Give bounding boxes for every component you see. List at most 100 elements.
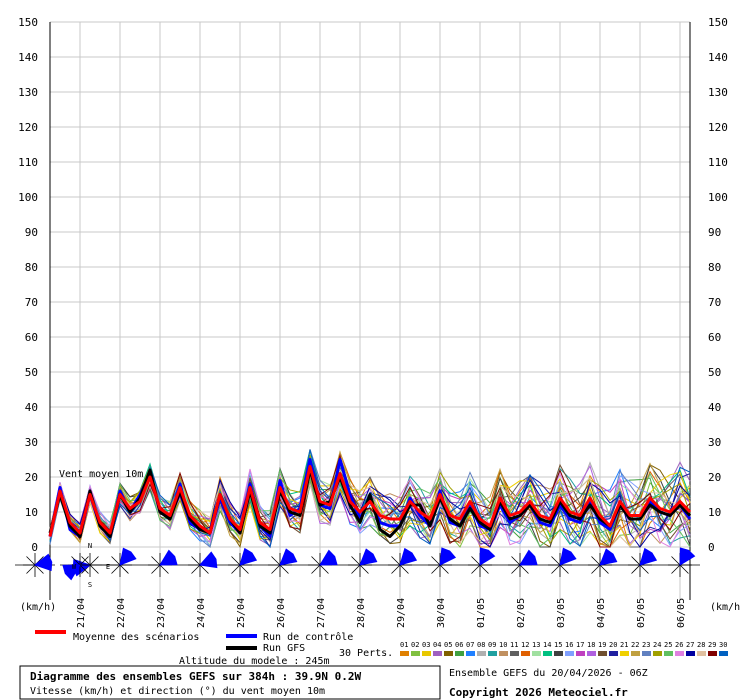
wind-rose: [580, 548, 620, 577]
wind-direction-sector: [359, 548, 378, 566]
y-tick-label-left: 0: [31, 541, 38, 554]
wind-direction-sector: [239, 547, 258, 566]
pert-legend-number: 12: [521, 641, 529, 649]
y-tick-label-left: 40: [25, 401, 38, 414]
wind-rose-spoke: [391, 564, 401, 574]
legend-control-label: Run de contrôle: [263, 631, 353, 643]
x-tick-label: 30/04: [436, 598, 447, 628]
pert-legend-swatch: [653, 651, 662, 656]
y-tick-label-left: 10: [25, 506, 38, 519]
legend-gfs-label: Run GFS: [263, 643, 305, 654]
wind-rose-spoke: [271, 564, 281, 574]
x-tick-label: 28/04: [356, 598, 367, 628]
x-tick-label: 02/05: [516, 598, 527, 628]
wind-rose: [260, 548, 300, 577]
y-tick-label-left: 110: [18, 156, 38, 169]
pert-legend-number: 28: [697, 641, 705, 649]
x-tick-label: 05/05: [636, 598, 647, 628]
footer-title: Diagramme des ensembles GEFS sur 384h : …: [30, 670, 362, 683]
wind-direction-sector: [62, 564, 81, 581]
pert-legend-number: 20: [609, 641, 617, 649]
y-tick-label-left: 50: [25, 366, 38, 379]
series-line-0: [48, 465, 692, 537]
y-tick-label-left: 90: [25, 226, 38, 239]
pert-legend-swatch: [565, 651, 574, 656]
x-tick-label: 03/05: [556, 598, 567, 628]
wind-rose-spoke: [471, 556, 481, 566]
wind-rose-spoke: [159, 564, 169, 574]
wind-rose-spoke: [519, 564, 529, 574]
wind-rose-spoke: [111, 556, 121, 566]
pert-legend-swatch: [422, 651, 431, 656]
footer-box: [19, 665, 441, 700]
perturbation-legend: 01 02 03 04 05 06 07 08 09 10 11 12 13 14 15 16 17 18 19 20…: [400, 641, 728, 656]
y-tick-label-right: 40: [708, 401, 721, 414]
pert-legend-swatch: [609, 651, 618, 656]
wind-rose-spoke: [119, 564, 129, 574]
y-tick-label-right: 20: [708, 471, 721, 484]
wind-rose-spoke: [191, 556, 201, 566]
pert-legend-swatch: [554, 651, 563, 656]
wind-rose-spoke: [231, 556, 241, 566]
y-tick-label-right: 60: [708, 331, 721, 344]
y-tick-label-right: 110: [708, 156, 728, 169]
y-tick-label-right: 150: [708, 16, 728, 29]
pert-legend-number: 08: [477, 641, 485, 649]
pert-legend-swatch: [499, 651, 508, 656]
pert-legend-number: 16: [565, 641, 573, 649]
wind-direction-sector: [519, 549, 538, 566]
pert-legend-swatch: [686, 651, 695, 656]
wind-rose-spoke: [351, 564, 361, 574]
wind-rose: [100, 547, 140, 577]
pert-legend-number: 14: [543, 641, 551, 649]
wind-rose-spoke: [551, 556, 561, 566]
wind-direction-sector: [119, 547, 137, 566]
wind-rose-spoke: [359, 564, 369, 574]
wind-rose-spoke: [311, 564, 321, 574]
wind-rose-spoke: [191, 564, 201, 574]
y-tick-label-right: 90: [708, 226, 721, 239]
wind-rose-spoke: [679, 564, 689, 574]
wind-rose-spoke: [89, 556, 99, 566]
wind-rose-spoke: [391, 556, 401, 566]
wind-rose-spoke: [511, 556, 521, 566]
pert-legend-swatch: [598, 651, 607, 656]
y-tick-label-right: 80: [708, 261, 721, 274]
wind-rose-spoke: [399, 564, 409, 574]
wind-rose-spoke: [81, 556, 91, 566]
pert-legend-swatch: [631, 651, 640, 656]
wind-rose: [620, 547, 660, 577]
wind-rose: [180, 551, 220, 577]
wind-rose-spoke: [239, 564, 249, 574]
y-axis-label-right: (km/h): [710, 602, 740, 613]
wind-rose-spoke: [111, 564, 121, 574]
wind-rose-spoke: [319, 564, 329, 574]
x-tick-label: 29/04: [396, 598, 407, 628]
pert-legend-number: 05: [444, 641, 452, 649]
wind-rose-spoke: [271, 556, 281, 566]
wind-rose-spoke: [351, 556, 361, 566]
compass-letter: S: [88, 581, 92, 589]
wind-rose-spoke: [34, 564, 44, 574]
x-tick-label: 25/04: [236, 598, 247, 628]
x-tick-label: 27/04: [316, 598, 327, 628]
main-series: [48, 458, 692, 538]
y-tick-label-left: 60: [25, 331, 38, 344]
x-tick-label: 21/04: [76, 598, 87, 628]
wind-rose-spoke: [89, 564, 99, 574]
wind-rose-spoke: [151, 564, 161, 574]
wind-rose-spoke: [431, 556, 441, 566]
wind-rose-spoke: [26, 564, 36, 574]
pert-legend-swatch: [587, 651, 596, 656]
x-tick-label: 04/05: [596, 598, 607, 628]
legend-mean-label: Moyenne des scénarios: [73, 631, 199, 643]
y-tick-label-right: 120: [708, 121, 728, 134]
footer-subtitle: Vitesse (km/h) et direction (°) du vent …: [30, 686, 325, 697]
pert-legend-swatch: [488, 651, 497, 656]
y-tick-label-right: 140: [708, 51, 728, 64]
wind-direction-sector: [319, 549, 338, 566]
wind-rose: [420, 547, 460, 577]
pert-legend-number: 17: [576, 641, 584, 649]
wind-rose-spoke: [311, 556, 321, 566]
